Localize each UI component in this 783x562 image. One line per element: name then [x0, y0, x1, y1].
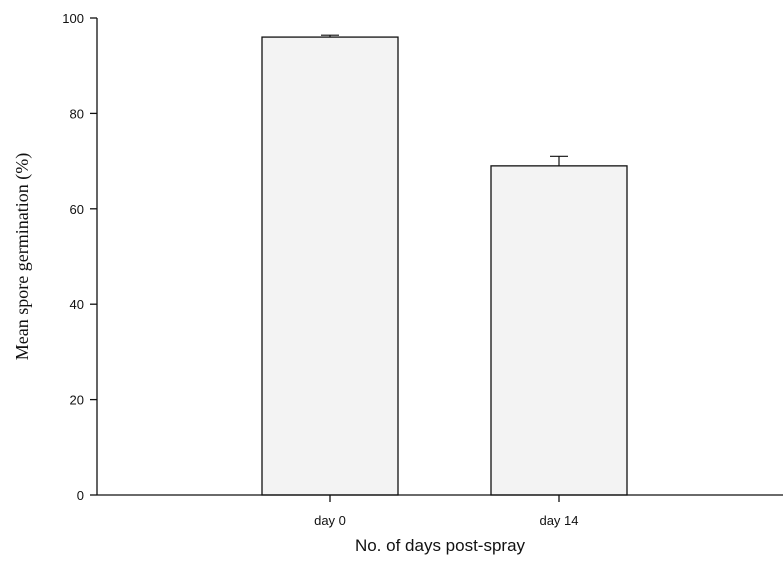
x-tick-label: day 0	[314, 513, 346, 528]
y-tick-label: 60	[70, 202, 84, 217]
x-axis-ticks: day 0 day 14	[314, 495, 579, 528]
bars	[261, 34, 628, 496]
x-tick-label: day 14	[539, 513, 578, 528]
y-tick-label: 0	[77, 488, 84, 503]
y-tick-label: 80	[70, 106, 84, 121]
y-axis-title: Mean spore germination (%)	[12, 153, 33, 360]
y-tick-label: 20	[70, 393, 84, 408]
y-tick-label: 40	[70, 297, 84, 312]
y-axis-ticks: 0 20 40 60 80 100	[62, 11, 97, 503]
bar-day-0	[261, 36, 399, 496]
bar-day-14	[490, 165, 628, 496]
y-tick-label: 100	[62, 11, 84, 26]
x-axis-title: No. of days post-spray	[355, 536, 526, 555]
